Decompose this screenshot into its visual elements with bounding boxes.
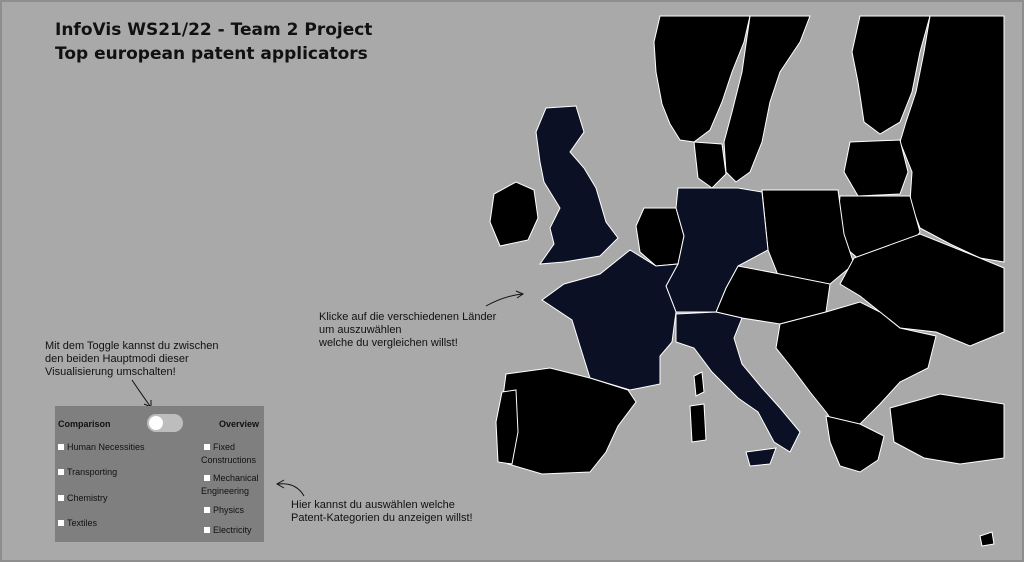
countries-hint-line-2: um auszuwählen bbox=[319, 324, 402, 336]
country-poland[interactable] bbox=[761, 189, 855, 285]
country-sicily[interactable] bbox=[745, 447, 777, 467]
categories-hint-line-1: Hier kannst du auswählen welche bbox=[291, 499, 455, 511]
country-sweden[interactable] bbox=[723, 15, 811, 183]
checkbox[interactable] bbox=[58, 495, 64, 501]
countries-hint-line-1: Klicke auf die verschiedenen Länder bbox=[319, 311, 497, 323]
categories-hint-arrow-icon bbox=[275, 479, 305, 497]
country-greece[interactable] bbox=[825, 415, 885, 473]
categories-hint-line-2: Patent-Kategorien du anzeigen willst! bbox=[291, 512, 473, 524]
checkbox[interactable] bbox=[204, 507, 210, 513]
country-denmark-benelux[interactable] bbox=[693, 141, 727, 189]
country-finland[interactable] bbox=[851, 15, 931, 135]
island-sardinia[interactable] bbox=[689, 403, 707, 443]
country-france[interactable] bbox=[541, 249, 679, 391]
category-transporting[interactable]: Transporting bbox=[58, 466, 117, 479]
toggle-hint-line-1: Mit dem Toggle kannst du zwischen bbox=[45, 340, 219, 352]
countries-hint: Klicke auf die verschiedenen Länder um a… bbox=[319, 311, 496, 350]
category-mechanical-engineering[interactable]: Mechanical Engineering bbox=[201, 473, 259, 496]
category-human-necessities[interactable]: Human Necessities bbox=[58, 441, 145, 454]
island-cyprus[interactable] bbox=[979, 531, 995, 547]
checkbox[interactable] bbox=[58, 520, 64, 526]
toggle-hint-line-2: den beiden Hauptmodi dieser bbox=[45, 353, 189, 365]
toggle-hint-line-3: Visualisierung umschalten! bbox=[45, 366, 176, 378]
country-united-kingdom[interactable] bbox=[535, 105, 619, 265]
countries-hint-line-3: welche du vergleichen willst! bbox=[319, 337, 458, 349]
category-physics[interactable]: Physics bbox=[201, 504, 265, 517]
country-balkans[interactable] bbox=[775, 301, 937, 433]
country-germany[interactable] bbox=[665, 187, 769, 313]
category-electricity[interactable]: Electricity bbox=[201, 524, 265, 537]
country-portugal[interactable] bbox=[495, 389, 519, 465]
control-panel: Comparison Overview Human Necessities Tr… bbox=[55, 406, 264, 542]
page-title: InfoVis WS21/22 - Team 2 Project Top eur… bbox=[55, 18, 372, 66]
checkbox[interactable] bbox=[204, 444, 210, 450]
country-ukraine[interactable] bbox=[839, 233, 1005, 347]
europe-map[interactable] bbox=[480, 12, 1010, 554]
country-estonia-latvia[interactable] bbox=[843, 139, 909, 197]
checkbox[interactable] bbox=[204, 527, 210, 533]
island-corsica[interactable] bbox=[693, 371, 705, 397]
country-turkey[interactable] bbox=[889, 393, 1005, 465]
category-textiles[interactable]: Textiles bbox=[58, 517, 97, 530]
toggle-hint: Mit dem Toggle kannst du zwischen den be… bbox=[45, 340, 218, 379]
category-fixed-constructions[interactable]: Fixed Constructions bbox=[201, 442, 257, 465]
country-benelux[interactable] bbox=[635, 207, 685, 267]
mode-toggle-knob[interactable] bbox=[149, 416, 163, 430]
category-chemistry[interactable]: Chemistry bbox=[58, 492, 108, 505]
categories-hint: Hier kannst du auswählen welche Patent-K… bbox=[291, 499, 473, 525]
countries-hint-arrow-icon bbox=[485, 290, 525, 307]
comparison-label: Comparison bbox=[58, 419, 111, 429]
country-italy[interactable] bbox=[675, 311, 801, 453]
checkbox[interactable] bbox=[204, 475, 210, 481]
overview-label: Overview bbox=[219, 419, 260, 429]
subtitle: Top european patent applicators bbox=[55, 44, 368, 64]
checkbox[interactable] bbox=[58, 444, 64, 450]
mode-toggle[interactable] bbox=[147, 414, 183, 432]
checkbox[interactable] bbox=[58, 469, 64, 475]
country-ireland[interactable] bbox=[489, 181, 539, 247]
title-line-1: InfoVis WS21/22 - Team 2 Project bbox=[55, 20, 373, 40]
